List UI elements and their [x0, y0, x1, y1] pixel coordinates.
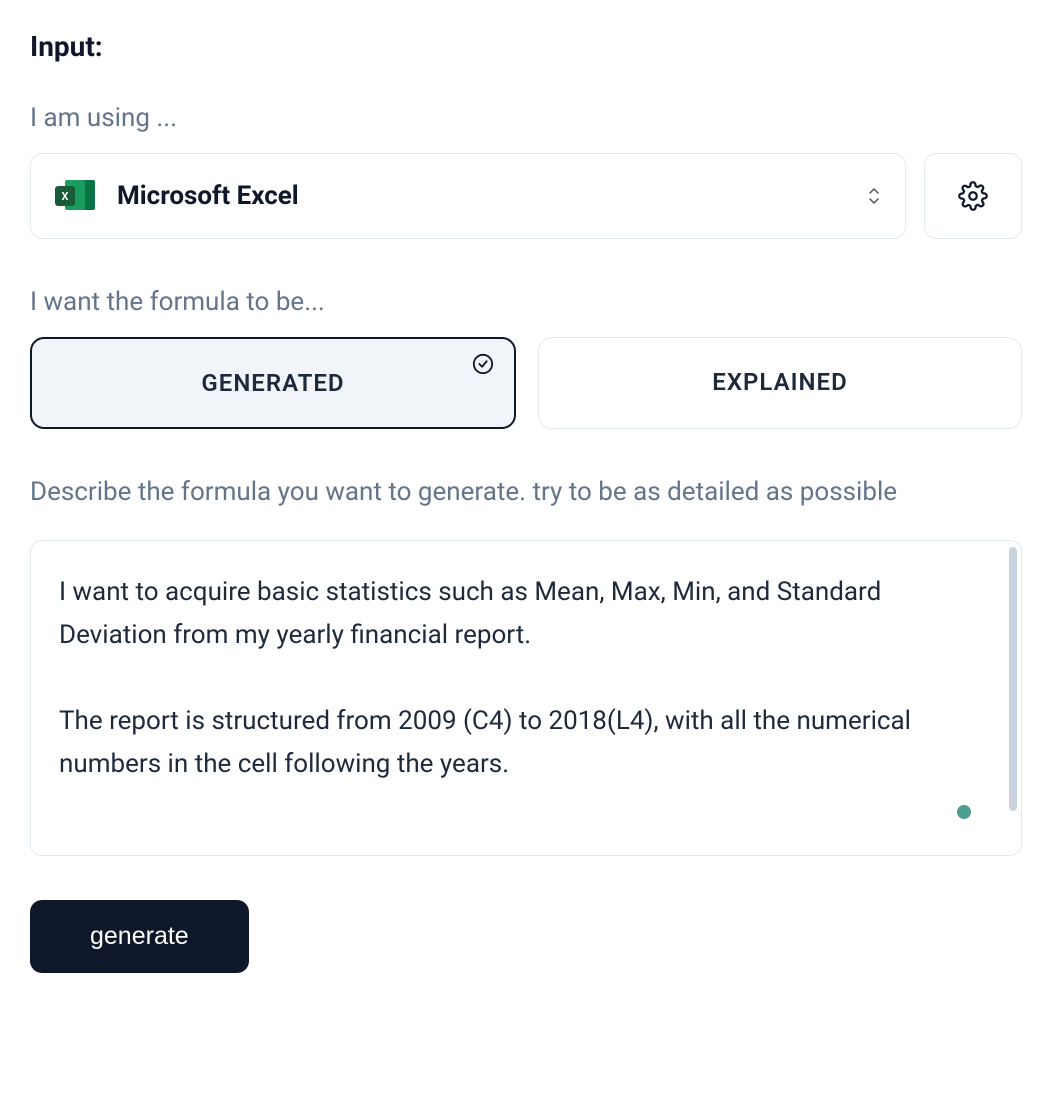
check-circle-icon [472, 353, 494, 381]
excel-icon: X [55, 176, 95, 216]
generate-button[interactable]: generate [30, 900, 249, 973]
description-label: Describe the formula you want to generat… [30, 473, 1022, 512]
grammarly-dot-icon [957, 805, 971, 819]
description-textarea-wrap [30, 540, 1022, 856]
mode-explained-button[interactable]: EXPLAINED [538, 337, 1022, 429]
platform-select[interactable]: X Microsoft Excel [30, 153, 906, 239]
mode-generated-label: GENERATED [201, 369, 344, 397]
platform-selected-value: Microsoft Excel [117, 181, 299, 211]
mode-label: I want the formula to be... [30, 287, 1022, 317]
section-title: Input: [30, 30, 1022, 63]
mode-generated-button[interactable]: GENERATED [30, 337, 516, 429]
settings-button[interactable] [924, 153, 1022, 239]
gear-icon [958, 181, 988, 211]
platform-label: I am using ... [30, 103, 1022, 133]
description-textarea[interactable] [59, 571, 989, 821]
chevron-updown-icon [867, 187, 881, 205]
scrollbar[interactable] [1009, 547, 1017, 811]
mode-explained-label: EXPLAINED [712, 368, 847, 396]
